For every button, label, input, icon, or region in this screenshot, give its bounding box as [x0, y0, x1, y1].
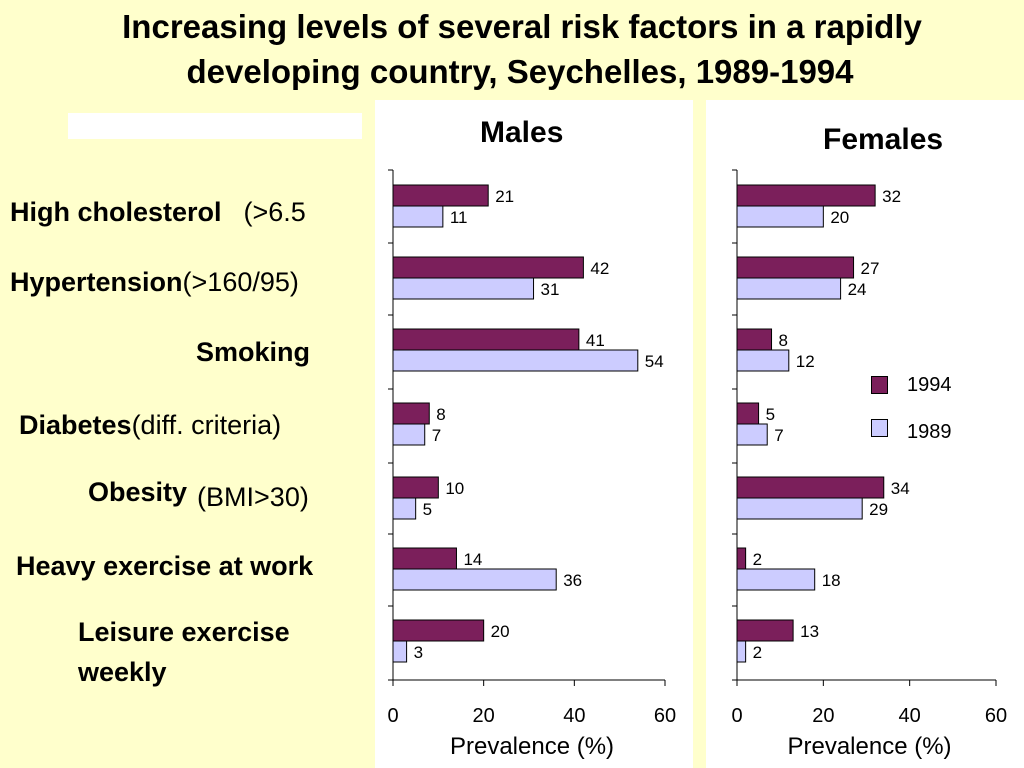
risk-factor-criteria: (>160/95) [182, 267, 299, 297]
legend-swatch-1989 [871, 419, 888, 437]
risk-factor-name: Diabetes [19, 410, 132, 440]
risk-factor-name: Heavy exercise at work [16, 551, 314, 581]
legend-label-1994: 1994 [907, 374, 952, 396]
females-chart-panel [706, 100, 1024, 768]
blank-banner [68, 113, 362, 139]
risk-factor-name: Smoking [196, 337, 311, 367]
males-chart-title: Males [480, 116, 564, 149]
row-label-smoking: Smoking [196, 336, 310, 368]
risk-factor-criteria: (BMI>30) [197, 482, 309, 512]
row-label-hypertension: Hypertension(>160/95) [10, 266, 299, 298]
row-label-leisure-exercise: Leisure exercise weekly [78, 612, 290, 692]
row-label-high-cholesterol: High cholesterol (>6.5 [10, 196, 306, 228]
slide-title-line-1: Increasing levels of several risk factor… [122, 8, 922, 45]
slide-title-line-2: developing country, Seychelles, 1989-199… [186, 53, 854, 90]
risk-factor-name: Obesity [88, 477, 188, 507]
legend-swatch-1994 [871, 376, 888, 394]
slide-title: Increasing levels of several risk factor… [0, 4, 1024, 94]
females-chart-title: Females [823, 123, 944, 156]
males-chart-panel [375, 100, 693, 768]
row-label-heavy-exercise: Heavy exercise at work [16, 550, 313, 582]
risk-factor-criteria: (>6.5 [243, 197, 306, 227]
row-label-diabetes: Diabetes(diff. criteria) [19, 409, 281, 441]
risk-factor-name-line-2: weekly [78, 657, 167, 687]
legend-label-1989: 1989 [907, 421, 952, 443]
risk-factor-name: High cholesterol [10, 197, 222, 227]
risk-factor-name: Leisure exercise [78, 617, 290, 647]
row-label-obesity: Obesity (BMI>30) [88, 476, 309, 512]
risk-factor-name: Hypertension [10, 267, 183, 297]
risk-factor-criteria: (diff. criteria) [131, 410, 282, 440]
